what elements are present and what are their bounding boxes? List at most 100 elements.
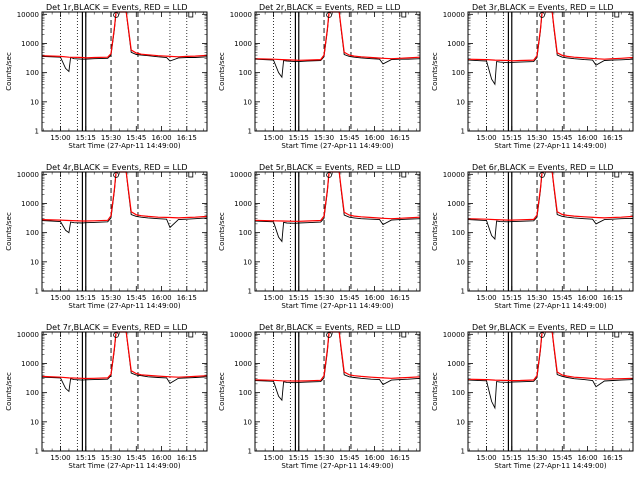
detector-panel: Det 5r,BLACK = Events, RED = LLD 1 10 100 10… <box>218 163 421 310</box>
x-tick-label: 16:15 <box>390 294 410 302</box>
plot-frame <box>41 11 208 132</box>
x-tick-label: 15:30 <box>314 294 334 302</box>
y-tick-label: 10 <box>456 258 465 266</box>
x-tick-label: 16:00 <box>577 134 597 142</box>
x-tick-label: 15:15 <box>289 454 309 462</box>
y-tick-label: 1000 <box>234 40 252 48</box>
plot-frame <box>254 171 421 292</box>
detector-panel: Det 6r,BLACK = Events, RED = LLD 1 10 100 10… <box>431 163 634 310</box>
x-axis-label: Start Time (27-Apr-11 14:49:00) <box>68 462 180 470</box>
y-tick-label: 1000 <box>21 40 39 48</box>
x-axis-label: Start Time (27-Apr-11 14:49:00) <box>494 462 606 470</box>
x-tick-label: 16:15 <box>177 294 197 302</box>
y-tick-label: 10 <box>243 418 252 426</box>
y-tick-label: 10000 <box>17 11 39 19</box>
x-tick-label: 15:30 <box>101 454 121 462</box>
plot-frame <box>467 11 634 132</box>
x-tick-label: 15:45 <box>126 134 146 142</box>
plot-frame <box>467 331 634 452</box>
y-axis-label: Counts/sec <box>5 372 13 411</box>
y-tick-label: 1 <box>248 288 252 296</box>
end-marker <box>614 11 620 18</box>
x-tick-label: 15:45 <box>552 134 572 142</box>
panel-title: Det 8r,BLACK = Events, RED = LLD <box>259 323 401 332</box>
x-tick-label: 15:00 <box>476 454 496 462</box>
y-tick-label: 100 <box>452 229 465 237</box>
end-marker <box>401 331 407 338</box>
y-axis-label: Counts/sec <box>431 372 439 411</box>
y-tick-label: 10000 <box>230 11 252 19</box>
events-series-line <box>41 171 208 234</box>
lld-series-line <box>254 331 421 382</box>
panel-title: Det 2r,BLACK = Events, RED = LLD <box>259 3 401 12</box>
y-tick-label: 10 <box>30 258 39 266</box>
y-tick-label: 100 <box>239 229 252 237</box>
lld-series-line <box>254 11 421 61</box>
end-marker <box>401 171 407 178</box>
lld-series-line <box>467 171 634 221</box>
y-tick-label: 10000 <box>443 331 465 339</box>
x-axis-label: Start Time (27-Apr-11 14:49:00) <box>494 142 606 150</box>
y-tick-label: 10000 <box>443 11 465 19</box>
y-tick-label: 10000 <box>17 171 39 179</box>
y-tick-label: 10000 <box>230 331 252 339</box>
x-tick-label: 16:00 <box>577 294 597 302</box>
detector-panel: Det 4r,BLACK = Events, RED = LLD 1 10 100 10… <box>5 163 208 310</box>
lld-series-line <box>41 11 208 59</box>
lld-series-line <box>254 171 421 222</box>
y-tick-label: 1000 <box>21 200 39 208</box>
y-tick-label: 1000 <box>447 200 465 208</box>
x-axis-label: Start Time (27-Apr-11 14:49:00) <box>281 302 393 310</box>
end-marker <box>188 11 194 18</box>
x-tick-label: 16:15 <box>390 134 410 142</box>
y-tick-label: 1 <box>35 128 39 136</box>
y-tick-label: 10 <box>30 98 39 106</box>
y-tick-label: 100 <box>452 389 465 397</box>
y-tick-label: 1000 <box>234 200 252 208</box>
x-tick-label: 15:15 <box>502 294 522 302</box>
end-marker <box>614 331 620 338</box>
y-tick-label: 100 <box>239 69 252 77</box>
x-tick-label: 15:15 <box>76 294 96 302</box>
lld-series-line <box>467 331 634 382</box>
events-series-line <box>254 11 421 79</box>
x-tick-label: 16:00 <box>151 454 171 462</box>
plot-frame <box>41 171 208 292</box>
y-tick-label: 1000 <box>447 40 465 48</box>
end-marker <box>401 11 407 18</box>
panel-title: Det 7r,BLACK = Events, RED = LLD <box>46 323 188 332</box>
y-tick-label: 10000 <box>230 171 252 179</box>
x-tick-label: 15:30 <box>101 294 121 302</box>
y-tick-label: 10 <box>243 258 252 266</box>
x-tick-label: 15:15 <box>76 454 96 462</box>
x-tick-label: 15:15 <box>502 454 522 462</box>
y-tick-label: 100 <box>26 69 39 77</box>
x-tick-label: 15:30 <box>101 134 121 142</box>
x-axis-label: Start Time (27-Apr-11 14:49:00) <box>281 462 393 470</box>
x-tick-label: 16:00 <box>151 294 171 302</box>
detector-panel: Det 7r,BLACK = Events, RED = LLD 1 10 100 10… <box>5 323 208 470</box>
detector-panel: Det 3r,BLACK = Events, RED = LLD 1 10 100 10… <box>431 3 634 150</box>
plot-frame <box>254 11 421 132</box>
y-tick-label: 1 <box>461 288 465 296</box>
x-tick-label: 15:30 <box>314 454 334 462</box>
y-tick-label: 10 <box>30 418 39 426</box>
events-series-line <box>41 11 208 73</box>
y-tick-label: 10000 <box>443 171 465 179</box>
y-axis-label: Counts/sec <box>431 52 439 91</box>
x-tick-label: 15:00 <box>263 454 283 462</box>
x-tick-label: 16:15 <box>177 454 197 462</box>
x-tick-label: 15:00 <box>263 294 283 302</box>
plot-frame <box>41 331 208 452</box>
y-axis-label: Counts/sec <box>5 52 13 91</box>
x-tick-label: 15:45 <box>339 294 359 302</box>
x-tick-label: 16:00 <box>364 294 384 302</box>
panel-title: Det 3r,BLACK = Events, RED = LLD <box>472 3 614 12</box>
y-tick-label: 1 <box>248 128 252 136</box>
lld-series-line <box>41 171 208 222</box>
panel-title: Det 5r,BLACK = Events, RED = LLD <box>259 163 401 172</box>
y-axis-label: Counts/sec <box>218 372 226 411</box>
events-series-line <box>41 331 208 393</box>
end-marker <box>614 171 620 178</box>
